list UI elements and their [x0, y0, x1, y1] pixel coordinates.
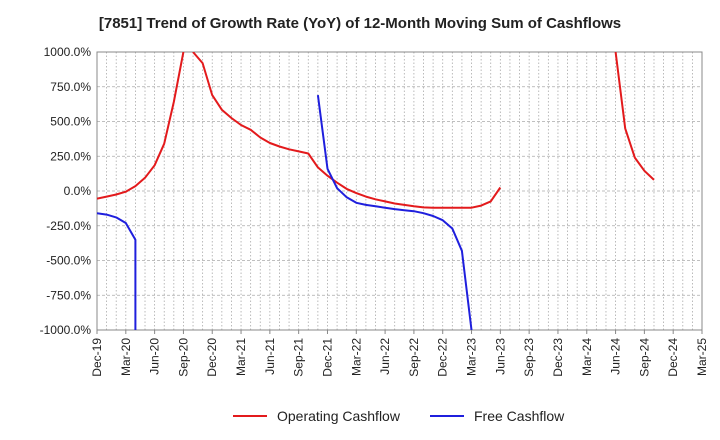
x-tick-label: Dec-19 — [90, 338, 104, 377]
x-tick-label: Jun-20 — [148, 338, 162, 375]
x-tick-label: Mar-21 — [234, 338, 248, 376]
x-tick-label: Mar-22 — [349, 338, 363, 376]
y-tick-label: 750.0% — [50, 80, 91, 94]
x-tick-label: Dec-20 — [205, 338, 219, 377]
grid-layer — [97, 52, 702, 330]
plot-border — [96, 51, 703, 331]
y-tick-label: -1000.0% — [40, 323, 92, 337]
axis-layer — [96, 51, 703, 334]
y-tick-label: 250.0% — [50, 149, 91, 163]
x-tick-label: Sep-24 — [637, 338, 651, 377]
legend-label-free: Free Cashflow — [474, 408, 565, 424]
x-tick-label: Dec-22 — [436, 338, 450, 377]
series-line-operating-cashflow-segment-2 — [192, 52, 502, 209]
series-line-free-cashflow-segment-2 — [316, 94, 473, 330]
x-tick-label: Mar-20 — [119, 338, 133, 376]
label-layer: 1000.0% 750.0% 500.0% 250.0% 0.0% -250.0% -500… — [40, 45, 709, 377]
x-tick-label: Dec-23 — [551, 338, 565, 377]
legend-swatch-operating — [233, 415, 267, 417]
y-tick-label: -250.0% — [46, 219, 91, 233]
legend-item-operating: Operating Cashflow — [233, 405, 400, 427]
x-tick-label: Dec-24 — [666, 338, 680, 377]
y-tick-label: 0.0% — [64, 184, 92, 198]
x-tick-label: Jun-24 — [609, 338, 623, 375]
x-tick-label: Mar-25 — [695, 338, 709, 376]
x-tick-label: Sep-22 — [407, 338, 421, 377]
series-line-free-cashflow-segment-1 — [97, 212, 137, 330]
x-tick-label: Mar-23 — [465, 338, 479, 376]
x-tick-label: Sep-23 — [522, 338, 536, 377]
x-tick-label: Dec-21 — [320, 338, 334, 377]
y-tick-label: -500.0% — [46, 254, 91, 268]
x-tick-label: Jun-22 — [378, 338, 392, 375]
legend-swatch-free — [430, 415, 464, 417]
legend-label-operating: Operating Cashflow — [277, 408, 400, 424]
series-line-operating-cashflow-segment-1 — [97, 52, 185, 200]
chart-title: [7851] Trend of Growth Rate (YoY) of 12-… — [98, 15, 622, 32]
x-tick-label: Mar-24 — [580, 338, 594, 376]
legend-item-free: Free Cashflow — [430, 405, 564, 427]
x-tick-label: Sep-21 — [292, 338, 306, 377]
y-tick-label: -750.0% — [46, 288, 91, 302]
legend: Operating Cashflow Free Cashflow — [0, 405, 720, 427]
x-tick-label: Sep-20 — [176, 338, 190, 377]
y-tick-label: 500.0% — [50, 115, 91, 129]
series-line-operating-cashflow-segment-3 — [614, 52, 655, 181]
x-tick-label: Jun-23 — [493, 338, 507, 375]
x-tick-label: Jun-21 — [263, 338, 277, 375]
series-layer — [97, 52, 655, 330]
y-tick-label: 1000.0% — [44, 45, 92, 59]
